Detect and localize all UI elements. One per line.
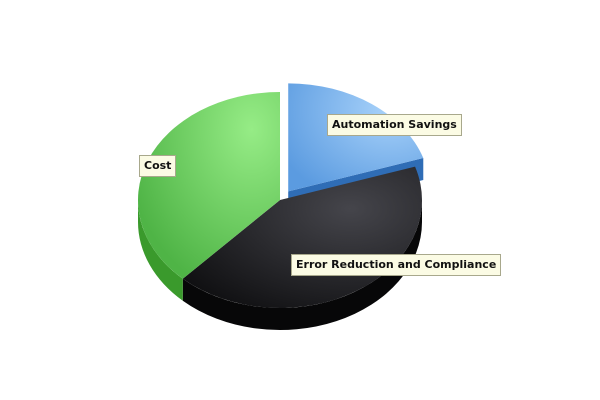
slice-automation-savings <box>288 83 424 192</box>
slice-label-automation-savings: Automation Savings <box>327 114 462 136</box>
slice-side-cost <box>138 200 183 301</box>
slice-label-error-reduction: Error Reduction and Compliance <box>291 254 502 276</box>
slice-label-cost: Cost <box>139 155 177 177</box>
slice-cost <box>138 92 280 279</box>
slice-side-error-reduction <box>182 200 422 330</box>
